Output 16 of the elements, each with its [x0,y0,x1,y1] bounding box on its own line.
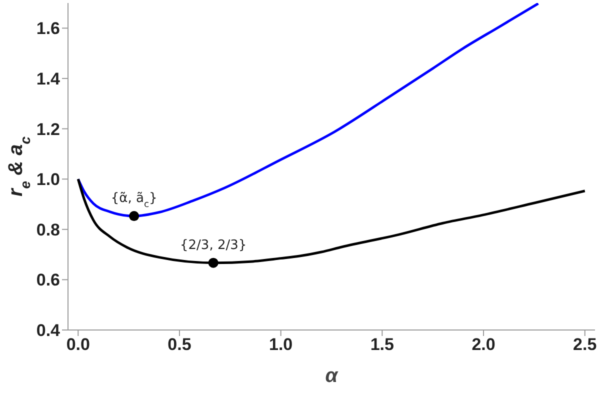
x-tick-label: 1.0 [269,335,293,354]
y-tick-label: 0.8 [36,220,60,240]
y-tick-label: 1.2 [36,120,60,139]
y-tick-label: 1.0 [36,170,60,190]
x-tick-label: 0.5 [168,335,192,354]
x-tick-label: 1.5 [370,335,394,354]
y-tick-label: 1.4 [36,69,61,88]
y-tick-label: 0.6 [36,270,60,290]
annotation: {2/3, 2/3} [180,238,247,253]
y-tick-label: 1.6 [36,19,60,38]
x-tick-label: 2.5 [573,335,597,354]
annotation: {α̃, ã$_{c}$} [110,191,158,210]
x-axis-title: α [325,365,340,387]
x-tick-label: 2.0 [472,335,496,354]
y-tick-label: 0.4 [36,321,61,340]
x-tick-label: 0.0 [66,335,90,354]
